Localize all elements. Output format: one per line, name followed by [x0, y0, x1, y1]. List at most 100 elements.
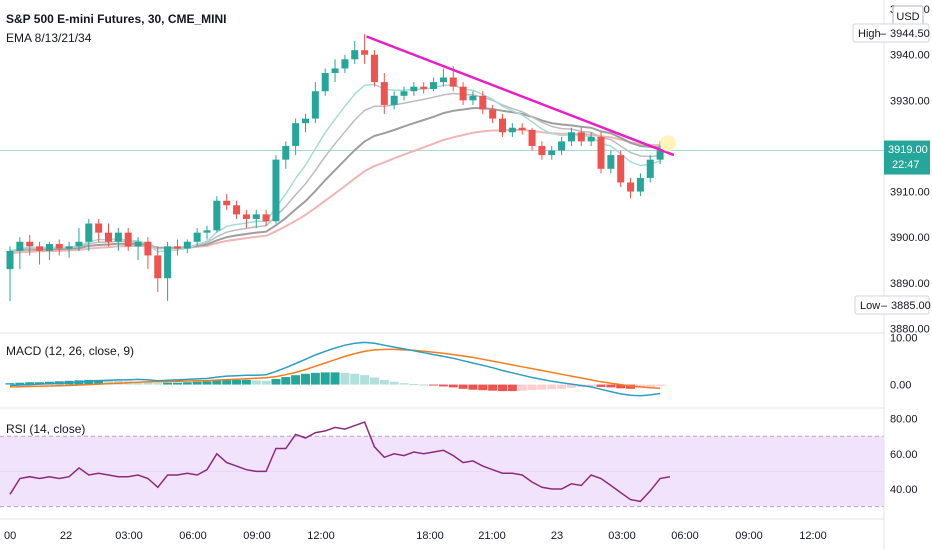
- candle-body: [193, 232, 201, 242]
- candle[interactable]: [95, 218, 103, 242]
- macd-axis-ticks[interactable]: 10.00 0.00: [890, 333, 918, 392]
- candle[interactable]: [203, 225, 211, 240]
- candle[interactable]: [321, 68, 329, 96]
- rsi-axis-ticks[interactable]: 80.00 60.00 40.00: [890, 414, 918, 496]
- time-tick-label: 00: [4, 530, 16, 542]
- trendline[interactable]: [366, 35, 675, 157]
- candle[interactable]: [164, 241, 172, 302]
- candle[interactable]: [252, 209, 260, 229]
- candle[interactable]: [400, 86, 408, 101]
- candle[interactable]: [528, 127, 536, 151]
- candle[interactable]: [144, 237, 152, 270]
- candle[interactable]: [587, 132, 595, 146]
- candle[interactable]: [577, 127, 585, 146]
- candle[interactable]: [85, 218, 93, 251]
- candle[interactable]: [193, 228, 201, 247]
- candle[interactable]: [282, 141, 290, 169]
- candle[interactable]: [302, 114, 309, 133]
- candle[interactable]: [65, 241, 73, 258]
- candle[interactable]: [223, 193, 231, 210]
- candle[interactable]: [272, 155, 280, 224]
- macd-signal-line[interactable]: [9, 348, 661, 390]
- bar-countdown: 22:47: [892, 159, 920, 171]
- candle[interactable]: [627, 177, 635, 199]
- crosshair-marker[interactable]: [659, 135, 676, 152]
- candle[interactable]: [499, 114, 506, 137]
- candle[interactable]: [154, 246, 162, 292]
- candles-group[interactable]: [6, 34, 664, 302]
- candle[interactable]: [370, 50, 378, 87]
- time-axis[interactable]: 00 22 03:00 06:00 09:00 12:00 18:00 21:00 23 03:0…: [4, 530, 827, 542]
- candle[interactable]: [173, 239, 181, 256]
- macd-histogram-bar: [429, 384, 439, 386]
- candle[interactable]: [656, 141, 664, 165]
- candle[interactable]: [489, 104, 497, 124]
- candle-body: [430, 82, 438, 89]
- candle[interactable]: [646, 155, 654, 183]
- candle[interactable]: [6, 246, 14, 302]
- candle-body: [114, 232, 122, 242]
- macd-tick-label: 0.00: [890, 380, 911, 392]
- candle[interactable]: [548, 145, 556, 160]
- symbol-title[interactable]: S&P 500 E-mini Futures, 30, CME_MINI: [6, 12, 227, 26]
- macd-histogram-bar: [320, 372, 330, 385]
- candle[interactable]: [36, 241, 44, 265]
- candle[interactable]: [479, 91, 487, 115]
- macd-histogram-bar: [301, 373, 310, 385]
- candle-body: [321, 72, 329, 92]
- candle[interactable]: [341, 54, 349, 73]
- candle[interactable]: [607, 150, 615, 174]
- candle-body: [489, 109, 497, 119]
- candle-body: [262, 214, 270, 222]
- candle[interactable]: [55, 239, 63, 256]
- candle[interactable]: [390, 91, 398, 110]
- candle-body: [183, 241, 191, 249]
- low-value: 3885.00: [891, 300, 931, 312]
- candle[interactable]: [518, 123, 526, 135]
- candle[interactable]: [114, 228, 122, 251]
- candle-body: [508, 127, 516, 133]
- candle[interactable]: [410, 82, 418, 96]
- candle[interactable]: [183, 239, 191, 254]
- candle[interactable]: [134, 237, 142, 261]
- candle[interactable]: [361, 34, 369, 64]
- candle[interactable]: [16, 237, 24, 270]
- candle[interactable]: [242, 209, 250, 229]
- candle[interactable]: [75, 228, 83, 251]
- candle[interactable]: [439, 68, 447, 87]
- ema-legend-label[interactable]: EMA 8/13/21/34: [6, 31, 92, 45]
- macd-legend-label[interactable]: MACD (12, 26, close, 9): [6, 344, 134, 358]
- candle[interactable]: [636, 173, 644, 197]
- candle[interactable]: [213, 196, 221, 233]
- candle[interactable]: [233, 200, 241, 219]
- candle[interactable]: [105, 223, 112, 247]
- candle-body: [302, 118, 309, 124]
- candle[interactable]: [469, 91, 477, 105]
- candle[interactable]: [617, 150, 625, 188]
- candle[interactable]: [26, 234, 34, 256]
- candle-body: [390, 95, 398, 105]
- candle[interactable]: [380, 72, 388, 115]
- candle[interactable]: [420, 82, 428, 94]
- candle[interactable]: [538, 141, 546, 160]
- candle[interactable]: [459, 82, 467, 105]
- candle[interactable]: [45, 241, 53, 261]
- candle[interactable]: [430, 77, 438, 92]
- candle[interactable]: [292, 118, 300, 156]
- rsi-legend-label[interactable]: RSI (14, close): [6, 422, 85, 436]
- candle[interactable]: [351, 41, 359, 64]
- candle[interactable]: [558, 136, 566, 156]
- candle-body: [311, 91, 319, 119]
- candle[interactable]: [331, 59, 339, 83]
- candle[interactable]: [311, 82, 319, 124]
- rsi-line[interactable]: [9, 421, 671, 503]
- rsi-tick-label: 80.00: [890, 414, 918, 426]
- time-tick-label: 06:00: [179, 530, 207, 542]
- macd-line[interactable]: [9, 341, 661, 397]
- candle[interactable]: [567, 127, 575, 146]
- candle[interactable]: [508, 123, 516, 137]
- candle[interactable]: [597, 132, 605, 174]
- candle[interactable]: [124, 228, 132, 251]
- candle[interactable]: [262, 209, 270, 226]
